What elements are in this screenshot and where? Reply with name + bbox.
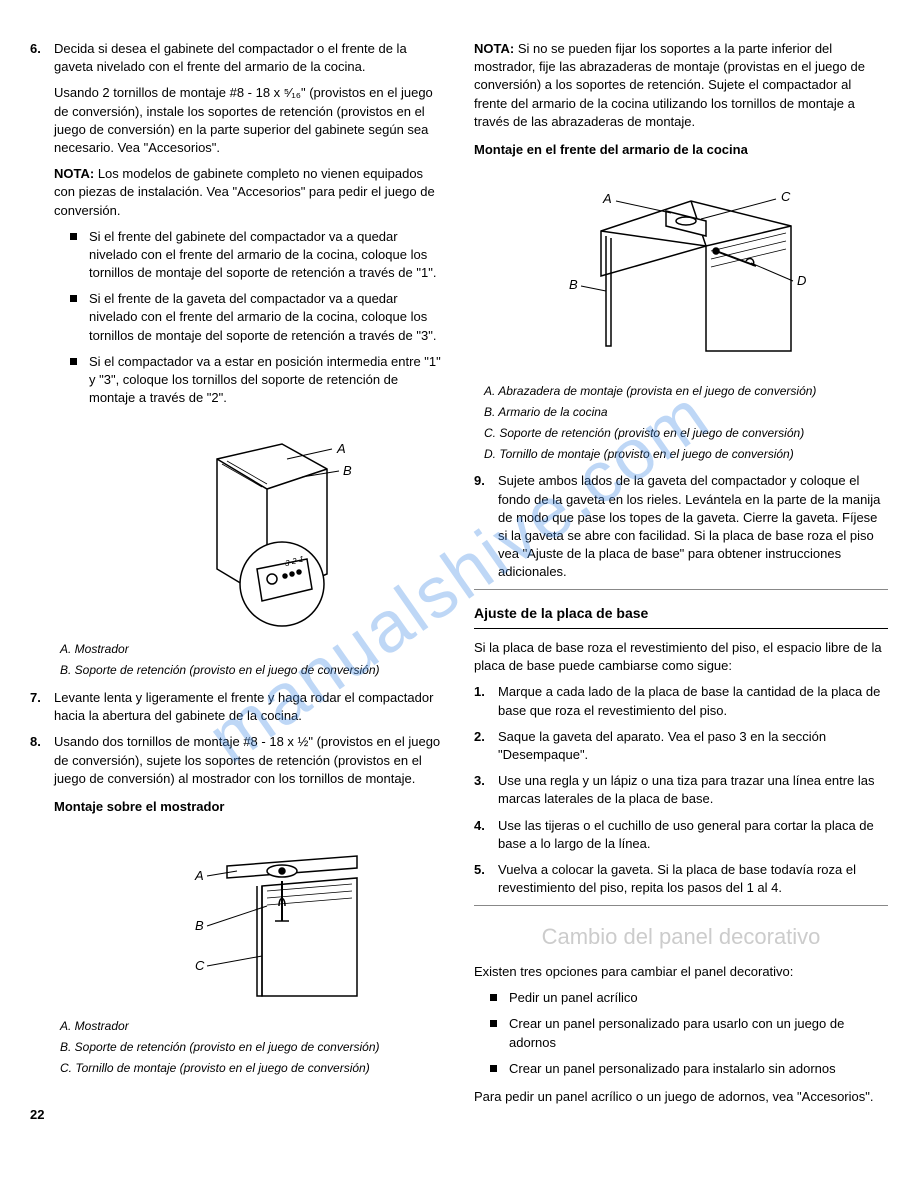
svg-text:3: 3 [285,559,290,568]
note-label: NOTA: [54,166,94,181]
label-c: C [195,958,205,973]
paragraph: Decida si desea el gabinete del compacta… [54,40,444,76]
subheading: Montaje en el frente del armario de la c… [474,141,888,159]
note-text: Si no se pueden fijar los soportes a la … [474,41,865,129]
major-heading: Cambio del panel decorativo [474,922,888,953]
label-a: A [602,191,612,206]
substep-3: 3.Use una regla y un lápiz o una tiza pa… [474,772,888,808]
bullet-text: Si el compactador va a estar en posición… [89,353,444,408]
cabinet-front-svg: A B C D [531,171,831,371]
list-item: Si el compactador va a estar en posición… [70,353,444,408]
right-column: NOTA: Si no se pueden fijar los soportes… [474,40,888,1114]
bullet-icon [490,994,497,1001]
bullet-icon [70,233,77,240]
step-7: 7. Levante lenta y ligeramente el frente… [30,689,444,725]
step-content: Vuelva a colocar la gaveta. Si la placa … [498,861,888,897]
figure-caption: D. Tornillo de montaje (provisto en el j… [484,446,888,463]
page-number: 22 [30,1106,44,1124]
list-item: Si el frente de la gaveta del compactado… [70,290,444,345]
note: NOTA: Si no se pueden fijar los soportes… [474,40,888,131]
subheading: Montaje sobre el mostrador [54,798,444,816]
separator [474,905,888,906]
bullet-icon [490,1020,497,1027]
label-d: D [797,273,806,288]
paragraph: Usando 2 tornillos de montaje #8 - 18 x … [54,84,444,157]
step-number: 1. [474,683,498,719]
step-6: 6. Decida si desea el gabinete del compa… [30,40,444,417]
bullet-text: Si el frente del gabinete del compactado… [89,228,444,283]
paragraph: Para pedir un panel acrílico o un juego … [474,1088,888,1106]
substep-4: 4.Use las tijeras o el cuchillo de uso g… [474,817,888,853]
step-content: Levante lenta y ligeramente el frente y … [54,689,444,725]
left-column: 6. Decida si desea el gabinete del compa… [30,40,444,1114]
figure-caption: A. Mostrador [60,641,444,658]
step-number: 8. [30,733,54,824]
figure-caption: B. Soporte de retención (provisto en el … [60,662,444,679]
step-number: 9. [474,472,498,581]
label-b: B [195,918,204,933]
bullet-text: Si el frente de la gaveta del compactado… [89,290,444,345]
figure-caption: C. Tornillo de montaje (provisto en el j… [60,1060,444,1077]
label-a: A [336,441,346,456]
paragraph: Usando dos tornillos de montaje #8 - 18 … [54,733,444,788]
bullet-icon [70,295,77,302]
bullet-icon [70,358,77,365]
step-content: Marque a cada lado de la placa de base l… [498,683,888,719]
figure-cabinet: 3 2 1 A B [30,429,444,629]
step-number: 7. [30,689,54,725]
step-content: Usando dos tornillos de montaje #8 - 18 … [54,733,444,824]
figure-caption: A. Abrazadera de montaje (provista en el… [484,383,888,400]
figure-caption: B. Soporte de retención (provisto en el … [60,1039,444,1056]
figure-caption: C. Soporte de retención (provisto en el … [484,425,888,442]
cabinet-diagram-svg: 3 2 1 A B [107,429,367,629]
paragraph: Existen tres opciones para cambiar el pa… [474,963,888,981]
list-item: Crear un panel personalizado para usarlo… [490,1015,888,1051]
svg-text:2: 2 [291,557,297,566]
step-content: Use una regla y un lápiz o una tiza para… [498,772,888,808]
label-b: B [343,463,352,478]
svg-text:1: 1 [299,555,303,564]
label-b: B [569,277,578,292]
list-item: Si el frente del gabinete del compactado… [70,228,444,283]
step-8: 8. Usando dos tornillos de montaje #8 - … [30,733,444,824]
substep-5: 5.Vuelva a colocar la gaveta. Si la plac… [474,861,888,897]
step-number: 6. [30,40,54,417]
figure-cabinet-front-mount: A B C D [474,171,888,371]
step-9: 9. Sujete ambos lados de la gaveta del c… [474,472,888,581]
two-column-layout: 6. Decida si desea el gabinete del compa… [30,40,888,1114]
bullet-list: Si el frente del gabinete del compactado… [70,228,444,408]
bullet-list: Pedir un panel acrílico Crear un panel p… [490,989,888,1078]
step-content: Saque la gaveta del aparato. Vea el paso… [498,728,888,764]
note: NOTA: Los modelos de gabinete completo n… [54,165,444,220]
figure-countertop-mount: A B C [30,836,444,1006]
label-c: C [781,189,791,204]
step-number: 3. [474,772,498,808]
label-a: A [194,868,204,883]
note-text: Los modelos de gabinete completo no vien… [54,166,435,217]
step-number: 2. [474,728,498,764]
step-number: 4. [474,817,498,853]
figure-caption: B. Armario de la cocina [484,404,888,421]
paragraph: Si la placa de base roza el revestimient… [474,639,888,675]
note-label: NOTA: [474,41,514,56]
bullet-text: Crear un panel personalizado para usarlo… [509,1015,888,1051]
substep-1: 1.Marque a cada lado de la placa de base… [474,683,888,719]
section-title: Ajuste de la placa de base [474,604,888,629]
list-item: Crear un panel personalizado para instal… [490,1060,888,1078]
bullet-icon [490,1065,497,1072]
bullet-text: Pedir un panel acrílico [509,989,888,1007]
step-number: 5. [474,861,498,897]
step-content: Decida si desea el gabinete del compacta… [54,40,444,417]
step-content: Sujete ambos lados de la gaveta del comp… [498,472,888,581]
step-content: Use las tijeras o el cuchillo de uso gen… [498,817,888,853]
list-item: Pedir un panel acrílico [490,989,888,1007]
substep-2: 2.Saque la gaveta del aparato. Vea el pa… [474,728,888,764]
bullet-text: Crear un panel personalizado para instal… [509,1060,888,1078]
countertop-svg: A B C [107,836,367,1006]
separator [474,589,888,590]
figure-caption: A. Mostrador [60,1018,444,1035]
